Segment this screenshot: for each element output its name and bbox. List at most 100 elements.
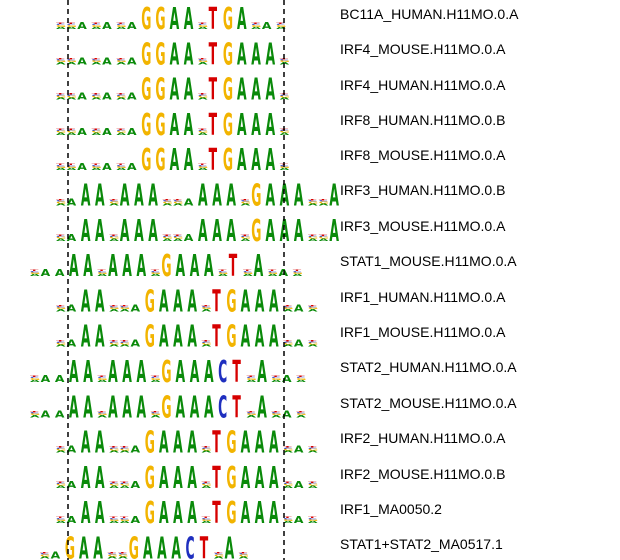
logo-letter: A — [173, 426, 183, 460]
logo-letter: C — [308, 342, 317, 344]
logo-letter: A — [176, 391, 186, 425]
logo-letter: C — [56, 165, 65, 167]
logo-letter: C — [173, 236, 182, 238]
logo-letter: G — [155, 109, 165, 143]
logo-letter: A — [257, 391, 267, 425]
logo-letter: G — [109, 519, 119, 521]
logo-letter: A — [159, 497, 169, 531]
logo-letter: A — [237, 38, 247, 72]
logo-letter: A — [83, 391, 93, 425]
logo-letter: A — [204, 356, 214, 390]
logo-letter: A — [202, 486, 212, 489]
logo-letter: A — [102, 20, 112, 31]
logo-letter: A — [127, 126, 137, 137]
logo-letter: A — [159, 426, 169, 460]
logo-letter: A — [108, 250, 118, 284]
logo-letter: C — [120, 447, 129, 449]
logo-letter: A — [151, 274, 161, 277]
motif-label: BC11A_HUMAN.H11MO.0.A — [340, 6, 519, 22]
logo-letter: G — [155, 3, 165, 37]
logo-letter: T — [218, 270, 226, 272]
logo-letter: C — [56, 342, 65, 344]
logo-letter: A — [268, 274, 278, 277]
logo-letter: G — [92, 166, 102, 168]
logo-letter: T — [116, 23, 124, 25]
logo-letter: A — [204, 250, 214, 284]
logo-letter: A — [171, 532, 181, 560]
logo-letter: G — [151, 378, 161, 380]
logo-letter: C — [109, 483, 118, 485]
logo-letter: A — [51, 550, 61, 560]
logo-letter: G — [141, 144, 151, 178]
logo-letter: G — [56, 25, 66, 27]
logo-letter: A — [109, 450, 119, 453]
logo-letter: A — [41, 409, 51, 420]
logo-letter: G — [56, 519, 66, 521]
logo-letter: G — [56, 131, 66, 133]
logo-letter: A — [55, 373, 65, 384]
logo-letter: G — [56, 60, 66, 62]
logo-letter: G — [155, 73, 165, 107]
logo-letter: C — [308, 306, 317, 308]
logo-letter: G — [56, 343, 66, 345]
logo-letter: A — [184, 73, 194, 107]
logo-letter: T — [268, 270, 276, 272]
logo-letter: G — [223, 38, 233, 72]
logo-letter: G — [40, 555, 50, 557]
logo-letter: G — [241, 237, 251, 239]
logo-letter: T — [198, 23, 206, 25]
logo-letter: A — [198, 215, 208, 249]
logo-letter: C — [56, 200, 65, 202]
logo-letter: A — [30, 274, 40, 277]
logo-letter: G — [251, 179, 261, 213]
logo-letter: C — [218, 271, 227, 273]
logo-letter: T — [232, 356, 241, 390]
logo-letter: A — [116, 133, 126, 136]
logo-letter: A — [294, 515, 304, 526]
logo-letter: T — [198, 129, 206, 131]
logo-letter: A — [56, 27, 66, 30]
motif-label: IRF4_HUMAN.H11MO.0.A — [340, 77, 506, 93]
logo-letter: G — [109, 307, 119, 309]
logo-letter: A — [269, 462, 279, 496]
logo-letter: T — [283, 305, 291, 307]
logo-letter: A — [176, 356, 186, 390]
logo-letter: T — [209, 73, 218, 107]
motif-label: IRF1_MOUSE.H11MO.0.A — [340, 324, 506, 340]
logo-letter: G — [283, 519, 293, 521]
logo-letter: A — [67, 444, 77, 455]
logo-letter: C — [268, 271, 277, 273]
logo-letter: C — [67, 59, 76, 61]
logo-letter: A — [218, 274, 228, 277]
logo-letter: A — [81, 285, 91, 319]
logo-letter: A — [308, 309, 318, 312]
logo-letter: A — [95, 462, 105, 496]
logo-letter: A — [247, 380, 257, 383]
logo-letter: G — [198, 60, 208, 62]
logo-letter: G — [65, 532, 75, 560]
logo-letter: G — [92, 25, 102, 27]
logo-letter: G — [116, 166, 126, 168]
logo-letter: G — [276, 25, 286, 27]
logo-letter: A — [251, 38, 261, 72]
logo-letter: C — [92, 130, 101, 132]
logo-letter: A — [131, 515, 141, 526]
logo-letter: T — [116, 94, 124, 96]
logo-letter: T — [97, 270, 105, 272]
logo-letter: C — [56, 59, 65, 61]
logo-letter: G — [202, 307, 212, 309]
logo-letter: A — [56, 486, 66, 489]
logo-letter: A — [122, 356, 132, 390]
logo-letter: A — [81, 462, 91, 496]
logo-letter: A — [67, 97, 77, 100]
logo-letter: G — [251, 25, 261, 27]
logo-letter: C — [97, 412, 106, 414]
logo-letter: C — [247, 412, 256, 414]
logo-letter: A — [77, 126, 87, 137]
logo-letter: A — [255, 497, 265, 531]
logo-letter: C — [116, 165, 125, 167]
logo-letter: A — [102, 56, 112, 67]
logo-letter: T — [283, 517, 291, 519]
logo-letter: G — [141, 3, 151, 37]
logo-letter: A — [77, 162, 87, 173]
